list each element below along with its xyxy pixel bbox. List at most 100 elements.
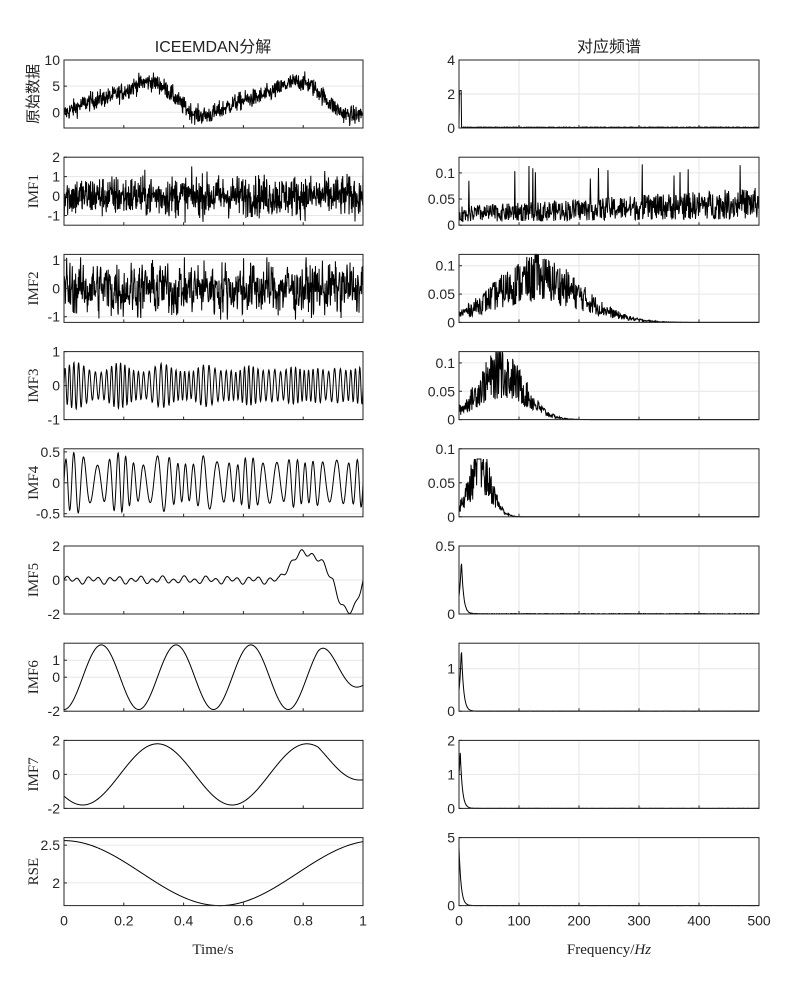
- time-series-line: [63, 644, 364, 711]
- row-label: IMF6: [26, 660, 42, 695]
- y-tick-label: 1: [447, 766, 455, 782]
- frequency-axis-label: Frequency/Hz: [567, 942, 651, 958]
- row-label: IMF1: [26, 174, 42, 208]
- time-series-line: [63, 451, 364, 514]
- time-panel-imf4: -0.5 0 0.5 IMF4: [26, 444, 364, 522]
- y-tick-label: -2: [48, 800, 61, 816]
- spectrum-panel-imf1: 0 0.05 0.1: [428, 156, 760, 233]
- y-tick-label: 10: [44, 52, 60, 68]
- spectrum-panel-imf3: 0 0.05 0.1: [428, 351, 760, 428]
- y-tick-label: 1: [52, 169, 60, 185]
- y-tick-label: -0.5: [36, 506, 60, 522]
- y-tick-label: 0.5: [436, 538, 456, 554]
- axes-frame: [458, 351, 760, 421]
- y-tick-label: 0.1: [436, 355, 456, 371]
- spectrum-panel-imf7: 0 1 2: [447, 732, 760, 816]
- y-tick-label: 0: [447, 217, 455, 233]
- y-tick-label: 1: [447, 661, 455, 677]
- spectrum-line: [458, 351, 759, 421]
- y-tick-label: 0: [447, 703, 455, 719]
- axes-frame: [458, 837, 760, 907]
- y-tick-label: -1: [48, 412, 61, 428]
- y-tick-label: 0: [447, 314, 455, 330]
- y-tick-label: 0: [52, 669, 60, 685]
- y-tick-label: 0: [447, 800, 455, 816]
- time-series-line: [63, 549, 364, 615]
- y-tick-label: 0.05: [428, 286, 455, 302]
- axes-frame: [458, 642, 760, 712]
- time-series-line: [63, 743, 364, 806]
- spectrum-panel-imf5: 00.5: [436, 538, 760, 622]
- row-label: RSE: [26, 858, 42, 886]
- x-tick-label: 0.4: [174, 913, 194, 929]
- y-tick-label: 5: [52, 78, 60, 94]
- time-axis-label-text: Time/s: [192, 942, 233, 958]
- x-tick-label: 200: [567, 913, 591, 929]
- time-panel-rse: 2 2.5 0 0.2 0.4 0.6 0.8 1 RSE: [26, 837, 367, 929]
- y-tick-label: 2: [52, 538, 60, 554]
- frequency-label-prefix: Frequency/: [567, 942, 635, 958]
- y-tick-label: 0: [447, 898, 455, 914]
- y-tick-label: 1: [52, 652, 60, 668]
- time-panel-imf7: -2 0 2 IMF7: [26, 732, 364, 816]
- spectrum-line: [458, 458, 759, 518]
- y-tick-label: -2: [48, 703, 61, 719]
- left-title: ICEEMDAN分解: [155, 38, 271, 56]
- y-tick-label: 0: [52, 104, 60, 120]
- axes-frame: [458, 545, 760, 615]
- y-tick-label: 2: [52, 732, 60, 748]
- y-tick-label: 0: [447, 120, 455, 136]
- y-tick-label: 0.1: [436, 258, 456, 274]
- time-panel-imf3: -1 0 1 IMF3: [26, 344, 364, 428]
- y-tick-label: 2: [52, 875, 60, 891]
- y-tick-label: 0: [52, 572, 60, 588]
- y-tick-label: 4: [447, 52, 455, 68]
- spectrum-line: [458, 652, 760, 712]
- spectrum-panel-rse: 050 100 200 300 400 500: [447, 830, 771, 929]
- axes-frame: [63, 156, 364, 226]
- row-label: IMF3: [26, 369, 42, 403]
- time-series-line: [63, 360, 364, 411]
- row-label: IMF7: [26, 757, 42, 792]
- panel-grid: 0510原始数据024-1012IMF100.050.1-101IMF200.0…: [25, 52, 771, 929]
- spectrum-line: [458, 90, 760, 129]
- spectrum-panel-imf2: 0 0.05 0.1: [428, 253, 760, 330]
- spectrum-line: [458, 563, 760, 615]
- frequency-label-unit: Hz: [633, 942, 651, 958]
- x-tick-label: 0: [60, 913, 68, 929]
- x-tick-label: 100: [507, 913, 531, 929]
- axes-frame: [458, 253, 760, 323]
- y-tick-label: 0: [52, 188, 60, 204]
- y-tick-label: 2: [447, 86, 455, 102]
- y-tick-label: 0: [447, 412, 455, 428]
- y-tick-label: -1: [48, 207, 61, 223]
- y-tick-label: 0: [52, 378, 60, 394]
- axes-frame: [63, 837, 364, 907]
- row-label: IMF2: [26, 271, 42, 305]
- axes-frame: [63, 59, 364, 129]
- y-tick-label: 2: [52, 149, 60, 165]
- x-tick-label: 400: [687, 913, 711, 929]
- y-tick-label: 0: [52, 475, 60, 491]
- time-series-line: [64, 840, 364, 907]
- y-tick-label: 0.05: [428, 191, 455, 207]
- time-series-line: [63, 166, 364, 223]
- x-tick-label: 0: [455, 913, 463, 929]
- x-tick-label: 0.6: [234, 913, 254, 929]
- y-tick-label: 0.05: [428, 475, 455, 491]
- time-axis-label: Time/s: [192, 942, 233, 958]
- spectrum-line: [458, 164, 760, 223]
- right-title: 对应频谱: [577, 37, 641, 56]
- row-label: 原始数据: [25, 64, 42, 124]
- y-tick-label: 0.1: [436, 165, 456, 181]
- row-label: IMF5: [26, 563, 42, 597]
- x-tick-label: 0.8: [293, 913, 313, 929]
- y-tick-label: -2: [48, 606, 61, 622]
- y-tick-label: 0: [52, 766, 60, 782]
- x-tick-label: 500: [747, 913, 771, 929]
- y-tick-label: 2: [447, 732, 455, 748]
- y-tick-label: 0.05: [428, 383, 455, 399]
- y-tick-label: 5: [447, 830, 455, 846]
